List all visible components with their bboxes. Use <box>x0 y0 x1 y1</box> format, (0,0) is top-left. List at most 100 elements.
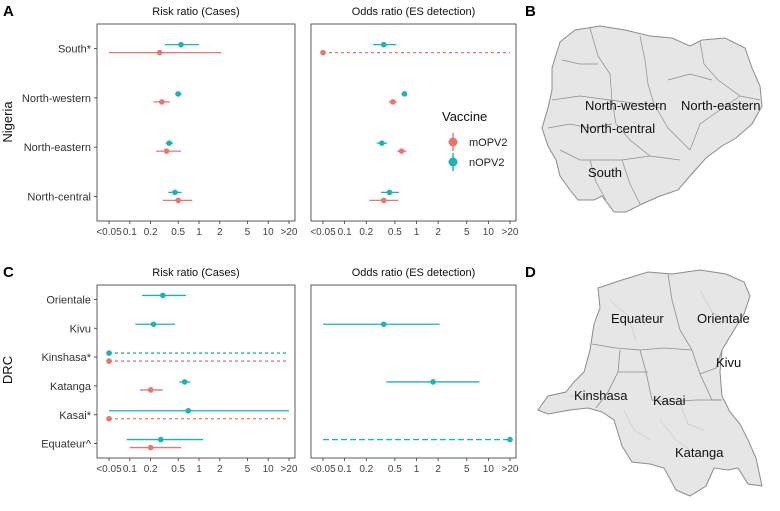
point-nopv2-north-western <box>175 91 181 97</box>
drc-subborder-4 <box>623 409 651 441</box>
map-label-kinshasa: Kinshasa <box>574 388 628 403</box>
point-mopv2-north-central <box>175 197 181 204</box>
point-nopv2-south <box>178 41 184 48</box>
x-tick-label: 0.2 <box>359 464 373 475</box>
panel-letter-c: C <box>3 264 14 281</box>
map-label-north-western: North-western <box>585 98 667 113</box>
x-tick-label: 0.5 <box>388 464 402 475</box>
x-tick-label: 0.1 <box>123 227 137 238</box>
point-mopv2-north-eastern <box>398 148 405 154</box>
x-tick-label: <0.05 <box>96 227 122 238</box>
y-tick-label-south: South* <box>58 44 92 56</box>
x-tick-label: 5 <box>245 227 251 238</box>
map-label-equateur: Equateur <box>611 311 664 326</box>
point-mopv2-kasai <box>106 415 112 422</box>
point-mopv2-north-western <box>390 99 396 105</box>
legend-label-nopv2: nOPV2 <box>469 157 504 169</box>
y-tick-label-north-central: North-central <box>27 191 91 203</box>
x-tick-label: 2 <box>435 464 441 475</box>
panel-letter-a: A <box>3 3 14 20</box>
x-tick-label: 1 <box>414 227 420 238</box>
drc-subborder-5 <box>679 403 705 431</box>
map-label-south: South <box>588 165 622 180</box>
legend-dot-mopv2 <box>448 137 458 147</box>
panel-letter-b: B <box>525 3 536 20</box>
x-tick-label: 1 <box>414 464 420 475</box>
forest-panels: Risk ratio (Cases)<0.05 0.1 0.2 0.5 1 2 5 10 >20… <box>22 6 519 475</box>
nigeria-border-2 <box>639 35 691 151</box>
y-tick-label-orientale: Orientale <box>46 294 91 306</box>
x-tick-label: 1 <box>196 464 202 475</box>
panel-title: Odds ratio (ES detection) <box>352 267 476 279</box>
x-tick-label: <0.05 <box>96 464 122 475</box>
x-tick-label: 10 <box>483 227 495 238</box>
drc-border-5 <box>699 349 723 375</box>
map-label-north-eastern: North-eastern <box>681 98 760 113</box>
x-tick-label: 0.2 <box>144 464 158 475</box>
panel-title: Risk ratio (Cases) <box>152 267 239 279</box>
x-tick-label: >20 <box>502 227 519 238</box>
x-tick-label: 0.5 <box>171 227 185 238</box>
panel-title: Risk ratio (Cases) <box>152 6 239 18</box>
x-tick-label: 0.2 <box>144 227 158 238</box>
map-drc: Equateur Orientale Kivu Kinshasa Kasai K… <box>537 269 763 497</box>
nigeria-border-5 <box>699 41 761 101</box>
x-tick-label: 10 <box>483 464 495 475</box>
drc-border-4 <box>639 349 722 403</box>
x-tick-label: 0.1 <box>338 464 352 475</box>
x-tick-label: 5 <box>464 464 470 475</box>
nigeria-border-1 <box>551 95 661 109</box>
map-label-orientale: Orientale <box>697 311 750 326</box>
point-nopv2-north-western <box>401 91 408 97</box>
nigeria-border-4 <box>589 27 613 101</box>
forest-panel-4: Odds ratio (ES detection) <0.05 0.1 0.2 0.5 1… <box>310 267 519 475</box>
drc-subborder-1 <box>609 299 637 341</box>
drc-border-3 <box>595 349 621 409</box>
nigeria-border-12 <box>547 123 613 129</box>
x-tick-label: >20 <box>281 227 298 238</box>
legend: Vaccine mOPV2 nOPV2 <box>442 109 508 171</box>
drc-subborder-2 <box>699 289 731 325</box>
point-nopv2-orientale <box>160 292 166 299</box>
nigeria-border-10 <box>621 159 641 205</box>
forest-panel-3: Risk ratio (Cases) <0.05 0.1 0.2 0.5 1 2 5 10 >20… <box>41 267 298 475</box>
x-tick-label: 0.1 <box>123 464 137 475</box>
point-nopv2-katanga <box>181 379 188 385</box>
map-label-north-central: North-central <box>580 121 655 136</box>
x-tick-label: <0.05 <box>310 227 336 238</box>
x-tick-label: >20 <box>281 464 298 475</box>
x-tick-label: 2 <box>435 227 441 238</box>
point-nopv2-north-central <box>172 189 178 196</box>
point-nopv2-south <box>380 41 387 48</box>
drc-subdivisions <box>570 289 731 457</box>
point-mopv2-north-western <box>159 99 165 105</box>
x-tick-label: 2 <box>217 464 223 475</box>
nigeria-border-8 <box>689 95 741 151</box>
point-mopv2-katanga <box>147 387 154 393</box>
nigeria-border-7 <box>611 99 651 157</box>
x-tick-label: 5 <box>245 464 251 475</box>
legend-dot-nopv2 <box>448 157 458 167</box>
forest-panel-1: Risk ratio (Cases) <0.05 0.1 0.2 0.5 1 2 5 10 >20… <box>22 6 298 238</box>
legend-title: Vaccine <box>442 109 487 124</box>
forest-panel-2: Odds ratio (ES detection) <0.05 0.1 0.2 0.5 1… <box>310 6 519 238</box>
x-tick-label: 10 <box>263 227 275 238</box>
map-label-kivu: Kivu <box>716 355 741 370</box>
y-tick-label-equateur: Equateur^ <box>41 439 92 451</box>
point-nopv2-kinshasa <box>106 350 112 356</box>
point-mopv2-north-central <box>380 197 387 204</box>
panel-frame <box>96 284 296 459</box>
point-nopv2-equateur <box>507 436 513 443</box>
x-tick-label: >20 <box>502 464 519 475</box>
panel-frame <box>96 23 296 222</box>
nigeria-state-borders <box>547 27 761 205</box>
drc-outline <box>537 269 763 497</box>
point-mopv2-south <box>156 49 163 56</box>
x-tick-label: <0.05 <box>310 464 336 475</box>
nigeria-border-3 <box>559 149 681 161</box>
point-mopv2-south <box>320 49 326 56</box>
x-tick-label: 2 <box>217 227 223 238</box>
legend-label-mopv2: mOPV2 <box>469 137 508 149</box>
y-tick-label-kivu: Kivu <box>70 323 91 335</box>
